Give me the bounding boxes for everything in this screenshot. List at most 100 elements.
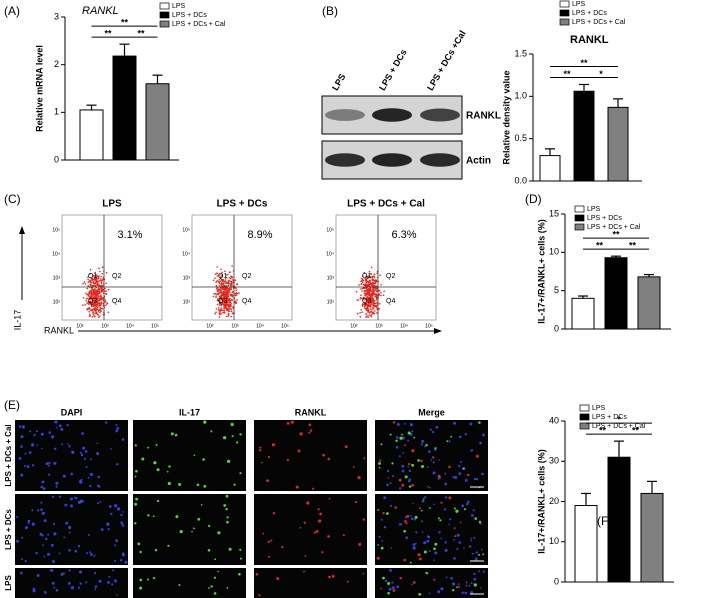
- cell-signal: [473, 577, 477, 581]
- cell-signal: [239, 472, 242, 475]
- cell-signal: [196, 483, 200, 487]
- flow-event: [105, 271, 108, 274]
- y-tick-label: 1.5: [514, 48, 527, 58]
- flow-event: [97, 280, 100, 283]
- flow-event: [221, 287, 224, 289]
- cell-signal: [309, 429, 313, 432]
- cell-signal: [286, 422, 290, 425]
- flow-event: [94, 277, 96, 280]
- cell-signal: [429, 428, 432, 431]
- flow-event: [374, 282, 377, 285]
- flow-event: [373, 287, 376, 289]
- y-tick-label: 0.5: [514, 133, 527, 143]
- flow-event: [225, 285, 227, 287]
- cell-signal: [428, 592, 431, 595]
- flow-event: [216, 298, 219, 300]
- cell-signal: [319, 512, 322, 516]
- flow-event: [221, 297, 224, 300]
- flow-event: [219, 311, 221, 313]
- flow-event: [101, 297, 104, 300]
- flow-event: [217, 288, 219, 290]
- flow-event: [89, 308, 91, 310]
- flow-event: [101, 288, 103, 290]
- flow-event: [360, 283, 363, 285]
- flow-event: [215, 311, 217, 314]
- cell-signal: [391, 586, 395, 590]
- cell-signal: [78, 480, 82, 483]
- blot-band: [372, 153, 412, 167]
- y-tick-label: 20: [549, 496, 559, 506]
- cell-signal: [478, 520, 482, 524]
- y-tick-label: 3: [54, 11, 59, 21]
- flow-event: [379, 274, 381, 277]
- flow-event: [227, 290, 230, 293]
- cell-signal: [453, 507, 456, 510]
- flow-event: [94, 284, 96, 287]
- flow-event: [224, 280, 227, 282]
- flow-event: [356, 299, 359, 301]
- cell-signal: [147, 446, 150, 449]
- cell-signal: [200, 504, 203, 506]
- cell-signal: [80, 451, 82, 454]
- cell-signal: [230, 422, 234, 427]
- cell-signal: [93, 554, 96, 557]
- cell-signal: [261, 461, 263, 464]
- legend-swatch: [579, 413, 590, 421]
- micrograph: [375, 420, 488, 491]
- cell-signal: [16, 539, 19, 543]
- legend-label: LPS + DCs + Cal: [172, 21, 226, 28]
- cell-signal: [321, 551, 324, 554]
- cell-signal: [432, 471, 436, 475]
- cell-signal: [111, 583, 114, 586]
- flow-event: [370, 303, 373, 306]
- flow-event: [372, 279, 374, 282]
- flow-event: [229, 280, 232, 283]
- flow-event: [226, 300, 228, 303]
- flow-event: [366, 289, 368, 292]
- flow-event: [86, 287, 89, 290]
- flow-event: [85, 298, 88, 300]
- significance-label: **: [121, 18, 129, 28]
- flow-event: [223, 285, 225, 287]
- band-label: Actin: [466, 156, 491, 167]
- panel-label: (E): [4, 398, 20, 412]
- flow-event: [95, 309, 97, 312]
- cell-signal: [481, 472, 484, 476]
- cell-signal: [41, 447, 43, 450]
- cell-signal: [147, 514, 150, 517]
- cell-signal: [426, 466, 429, 469]
- flow-event: [230, 310, 233, 313]
- flow-event: [217, 290, 219, 293]
- cell-signal: [137, 542, 141, 546]
- cell-signal: [53, 461, 57, 465]
- cell-signal: [107, 581, 110, 584]
- cell-signal: [421, 509, 423, 512]
- cell-signal: [395, 446, 399, 449]
- cell-signal: [113, 579, 117, 583]
- flow-event: [361, 311, 363, 314]
- flow-event: [221, 302, 224, 304]
- flow-event: [360, 277, 363, 280]
- flow-event: [92, 303, 94, 306]
- cell-signal: [417, 553, 421, 557]
- flow-event: [104, 304, 107, 307]
- flow-event: [88, 292, 90, 294]
- quadrant-label: Q4: [242, 298, 251, 305]
- flow-event: [378, 293, 381, 296]
- cell-signal: [458, 472, 462, 475]
- flow-event: [361, 281, 364, 284]
- cell-signal: [37, 509, 40, 512]
- cell-signal: [105, 421, 108, 424]
- cell-signal: [421, 531, 424, 533]
- flow-event: [230, 295, 232, 297]
- cell-signal: [155, 444, 158, 446]
- cell-signal: [470, 539, 473, 542]
- cell-signal: [214, 558, 217, 561]
- cell-signal: [409, 423, 413, 427]
- cell-signal: [377, 509, 380, 511]
- cell-signal: [271, 443, 275, 447]
- panel-label: (A): [4, 4, 20, 18]
- cell-signal: [396, 585, 400, 589]
- flow-event: [371, 288, 374, 291]
- flow-event: [87, 303, 90, 305]
